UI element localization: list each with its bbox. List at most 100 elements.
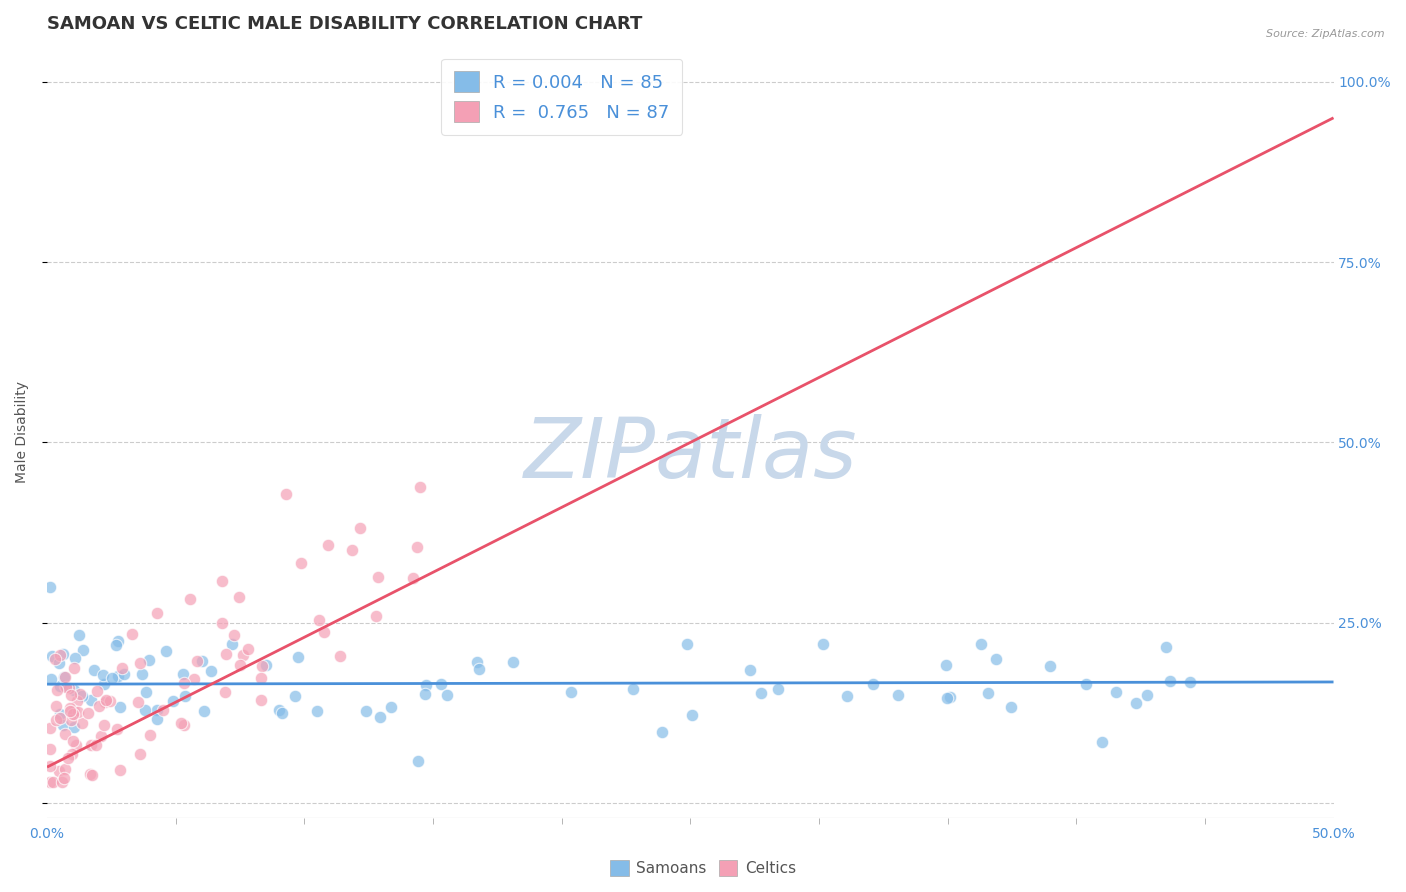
Point xyxy=(364,608,387,623)
Point xyxy=(60,747,83,761)
Point xyxy=(46,682,69,697)
Point xyxy=(45,713,67,727)
Point xyxy=(984,652,1007,666)
Point xyxy=(63,651,86,665)
Point xyxy=(146,702,169,716)
Point xyxy=(41,648,63,663)
Point xyxy=(152,702,174,716)
Point xyxy=(65,738,87,752)
Point xyxy=(430,677,453,691)
Point xyxy=(39,672,62,686)
Point xyxy=(936,691,959,706)
Point xyxy=(1074,677,1097,691)
Point xyxy=(108,699,131,714)
Point xyxy=(72,643,94,657)
Point xyxy=(139,728,162,742)
Point xyxy=(349,521,371,535)
Point xyxy=(768,681,790,696)
Point xyxy=(1154,640,1177,655)
Point xyxy=(676,637,699,651)
Point xyxy=(1105,684,1128,698)
Point xyxy=(59,688,82,702)
Point xyxy=(93,718,115,732)
Point xyxy=(935,658,957,673)
Point xyxy=(215,647,238,661)
Point xyxy=(186,655,208,669)
Point xyxy=(1159,674,1181,689)
Point xyxy=(221,637,243,651)
Point xyxy=(38,774,60,789)
Point xyxy=(45,698,67,713)
Point xyxy=(413,688,436,702)
Point xyxy=(887,688,910,702)
Point xyxy=(127,695,149,709)
Point xyxy=(38,759,60,773)
Point xyxy=(100,671,122,685)
Point xyxy=(53,670,76,684)
Point xyxy=(105,638,128,652)
Point xyxy=(93,676,115,690)
Point xyxy=(200,664,222,678)
Point xyxy=(837,689,859,703)
Point xyxy=(173,717,195,731)
Point xyxy=(651,725,673,739)
Point xyxy=(681,708,703,723)
Point xyxy=(172,667,194,681)
Point xyxy=(145,713,167,727)
Point xyxy=(69,687,91,701)
Point xyxy=(48,711,70,725)
Text: ZIPatlas: ZIPatlas xyxy=(523,414,858,495)
Point xyxy=(94,695,117,709)
Y-axis label: Male Disability: Male Disability xyxy=(15,381,30,483)
Point xyxy=(228,590,250,604)
Point xyxy=(112,667,135,681)
Point xyxy=(436,689,458,703)
Point xyxy=(749,686,772,700)
Point xyxy=(183,672,205,686)
Point xyxy=(308,613,330,627)
Legend: Samoans, Celtics: Samoans, Celtics xyxy=(605,855,801,882)
Point xyxy=(1125,696,1147,710)
Text: Source: ZipAtlas.com: Source: ZipAtlas.com xyxy=(1267,29,1385,38)
Point xyxy=(271,706,294,720)
Point xyxy=(155,643,177,657)
Point xyxy=(318,538,340,552)
Point xyxy=(108,763,131,777)
Point xyxy=(72,690,94,704)
Point xyxy=(62,720,84,734)
Point xyxy=(380,700,402,714)
Point xyxy=(53,727,76,741)
Point xyxy=(63,661,86,675)
Point xyxy=(80,767,103,781)
Point xyxy=(502,655,524,669)
Point xyxy=(560,685,582,699)
Point xyxy=(89,698,111,713)
Point xyxy=(67,628,90,642)
Point xyxy=(49,679,72,693)
Point xyxy=(276,487,298,501)
Point xyxy=(290,556,312,570)
Point xyxy=(90,729,112,743)
Point xyxy=(72,715,94,730)
Point xyxy=(939,690,962,704)
Point xyxy=(254,657,277,672)
Point xyxy=(312,624,335,639)
Point xyxy=(62,734,84,748)
Point xyxy=(287,650,309,665)
Point xyxy=(467,662,489,676)
Point xyxy=(84,738,107,752)
Point xyxy=(60,713,83,727)
Point xyxy=(55,679,77,693)
Point xyxy=(406,754,429,768)
Legend: R = 0.004   N = 85, R =  0.765   N = 87: R = 0.004 N = 85, R = 0.765 N = 87 xyxy=(441,59,682,135)
Point xyxy=(1136,688,1159,702)
Point xyxy=(415,678,437,692)
Point xyxy=(107,634,129,648)
Point xyxy=(179,591,201,606)
Point xyxy=(53,670,76,684)
Point xyxy=(340,542,363,557)
Point xyxy=(329,648,352,663)
Point xyxy=(58,681,80,695)
Point xyxy=(52,772,75,786)
Point xyxy=(48,656,70,670)
